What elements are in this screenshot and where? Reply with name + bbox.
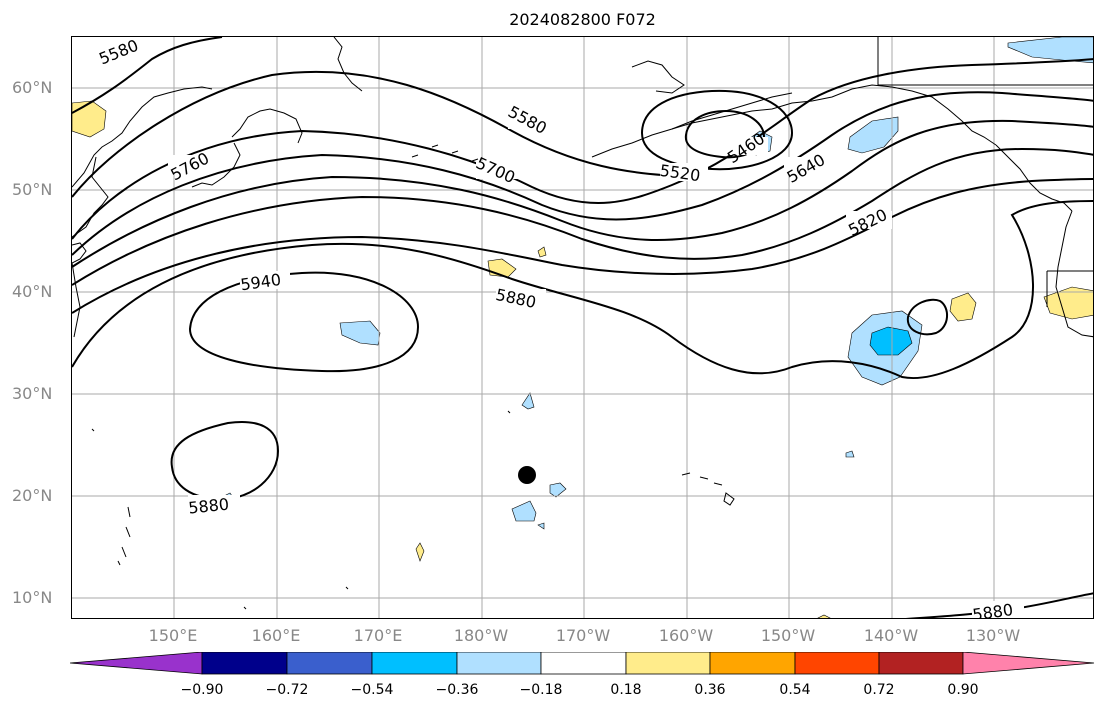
lon-label-140w: 140°W	[863, 626, 919, 645]
lon-label-130w: 130°W	[965, 626, 1021, 645]
colorbar-tick: 0.72	[863, 682, 895, 698]
shaded-anomalies	[72, 37, 1093, 618]
contour-5580-main	[72, 70, 683, 198]
contour-5880-main	[72, 200, 1093, 379]
lat-label-30n: 30°N	[12, 384, 53, 403]
height-contours	[72, 37, 1093, 618]
colorbar-bin	[456, 652, 542, 675]
islands-small	[91, 410, 511, 610]
islands-aleutian	[411, 144, 499, 166]
lon-label-160w: 160°W	[658, 626, 714, 645]
shade-blue-e	[845, 450, 855, 458]
colorbar-extend-low	[70, 652, 203, 675]
lat-label-20n: 20°N	[12, 486, 53, 505]
coast-seward	[631, 60, 685, 94]
colorbar-tick: −0.18	[519, 682, 563, 698]
shade-blue-a	[521, 392, 535, 410]
lon-label-150w: 150°W	[760, 626, 816, 645]
coast-bc	[995, 144, 1073, 212]
shade-blue-b	[549, 482, 567, 498]
shade-blue-c	[511, 500, 537, 522]
contour-5880-closed-east	[906, 298, 948, 336]
contour-label: 5880	[971, 600, 1014, 619]
colorbar-tick: −0.54	[350, 682, 394, 698]
colorbar-bin	[878, 652, 964, 675]
colorbar-bin	[794, 652, 880, 675]
lon-label-170e: 170°E	[353, 626, 403, 645]
shade-blue-west	[339, 320, 381, 346]
shade-yellow-small	[537, 246, 547, 258]
contour-label: 5700	[473, 153, 518, 187]
shade-yellow-nw	[72, 100, 107, 138]
lat-label-50n: 50°N	[12, 180, 53, 199]
colorbar-tick: 0.54	[779, 682, 811, 698]
colorbar	[70, 652, 1095, 675]
contour-label: 5880	[187, 494, 229, 517]
shade-blue-d	[537, 522, 545, 530]
contour-5520	[640, 89, 794, 171]
shade-blue-ne	[1007, 37, 1093, 64]
contour-5580-nw	[72, 37, 223, 114]
storm-center-dot	[518, 466, 536, 484]
contour-5700	[72, 91, 1093, 256]
colorbar-bin	[540, 652, 627, 675]
colorbar-tick: 0.18	[610, 682, 642, 698]
islands-hawaii	[681, 472, 735, 506]
colorbar-extend-high	[962, 652, 1095, 675]
contour-5820-a	[72, 147, 1093, 286]
contour-5640-a	[72, 58, 1093, 240]
coast-kamchatka	[72, 86, 213, 188]
shade-blue-gulf	[847, 116, 899, 154]
coast-kuril	[72, 156, 109, 238]
coast-okhotsk	[231, 108, 303, 144]
shade-yellow-east	[949, 292, 977, 322]
lat-label-10n: 10°N	[12, 588, 53, 607]
shade-cyan-lowcenter	[869, 326, 913, 356]
colorbar-bin	[201, 652, 288, 675]
border-box	[877, 37, 1093, 86]
coast-japan	[72, 242, 87, 264]
colorbar-tick: −0.72	[265, 682, 309, 698]
coast-japan-south	[72, 262, 81, 338]
coast-gulf	[851, 84, 997, 146]
coast-alaska-south	[671, 88, 853, 130]
contour-label: 5820	[845, 205, 890, 240]
shade-yellow-bottom	[817, 614, 831, 618]
lon-label-180w: 180°W	[453, 626, 509, 645]
contour-label: 5640	[784, 150, 829, 187]
border-us	[1046, 270, 1093, 307]
contour-5760	[72, 119, 1093, 268]
coastlines	[72, 37, 1093, 610]
lon-label-170w: 170°W	[555, 626, 611, 645]
shade-yellow-coast	[1043, 286, 1093, 320]
coast-uscoast	[1055, 210, 1093, 338]
lon-label-150e: 150°E	[148, 626, 198, 645]
colorbar-tick: −0.90	[180, 682, 224, 698]
map-panel: 5580 5760 5580 5700 5520 5460 5640 5820 …	[71, 36, 1094, 619]
colorbar-bin	[625, 652, 711, 675]
contour-5880-south	[170, 421, 280, 501]
colorbar-bin	[286, 652, 373, 675]
shade-yellow-mid	[487, 258, 517, 278]
coast-chukotka	[333, 37, 363, 92]
lat-label-60n: 60°N	[12, 78, 53, 97]
shade-yellow-south	[415, 542, 425, 562]
islands-marianas	[117, 506, 131, 566]
contour-5940	[188, 271, 420, 373]
map-canvas: 5580 5760 5580 5700 5520 5460 5640 5820 …	[72, 37, 1093, 619]
map-title: 2024082800 F072	[509, 10, 656, 29]
coast-sakhalin	[191, 142, 241, 188]
contour-5820-b	[72, 178, 1093, 314]
colorbar-tick: 0.36	[694, 682, 726, 698]
graticule	[72, 37, 1093, 618]
colorbar-tick: −0.36	[435, 682, 479, 698]
contour-label: 5580	[505, 102, 550, 138]
lat-label-40n: 40°N	[12, 282, 53, 301]
lon-label-160e: 160°E	[251, 626, 301, 645]
colorbar-bin	[371, 652, 458, 675]
colorbar-bin	[709, 652, 796, 675]
colorbar-tick: 0.90	[947, 682, 979, 698]
coast-aleutian	[591, 92, 793, 158]
